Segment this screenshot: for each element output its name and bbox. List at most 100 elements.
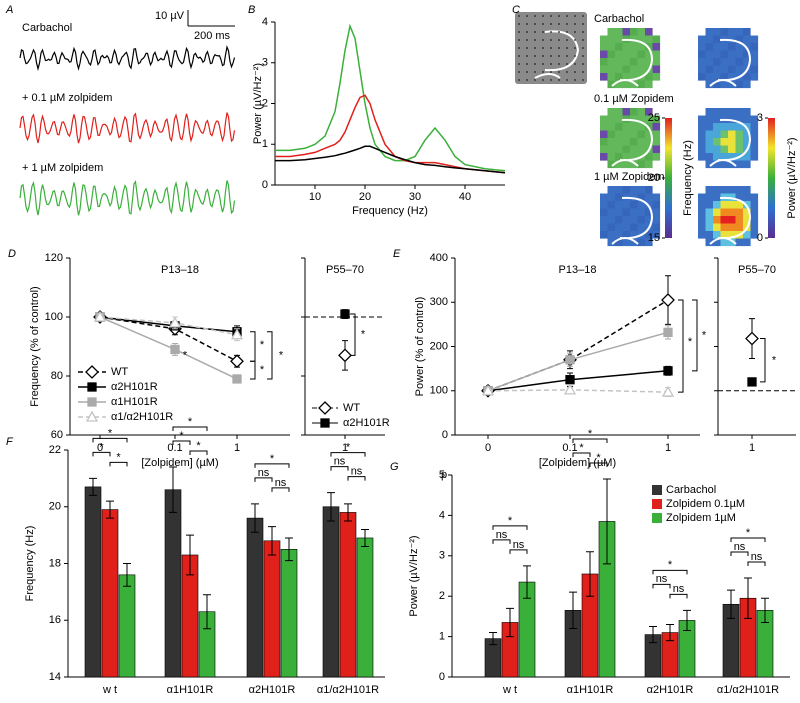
map-cell: [735, 201, 744, 209]
significance: *: [196, 440, 201, 452]
marker: [93, 310, 107, 322]
map-cell: [637, 216, 646, 224]
bracket: [330, 466, 349, 471]
y-tick-label: 2: [262, 97, 268, 109]
map-cell: [713, 115, 721, 124]
map-cell: [622, 50, 631, 59]
map-cell: [630, 153, 638, 161]
y-axis-label: Power (µV/Hz⁻²): [252, 63, 264, 144]
bracket: [271, 487, 290, 492]
significance: ns: [351, 465, 363, 477]
x-tick-label: w t: [502, 684, 517, 696]
x-tick-label: 1: [234, 442, 240, 454]
map-cell: [705, 186, 714, 194]
electrode: [534, 79, 536, 81]
marker: [340, 309, 350, 319]
map-cell: [645, 35, 653, 44]
x-tick-label: α1H101R: [167, 684, 214, 696]
map-cell: [728, 153, 736, 161]
map-cell: [630, 160, 638, 169]
map-cell: [622, 145, 631, 154]
significance: ns: [751, 551, 763, 563]
map-cell: [698, 231, 706, 239]
map-cell: [652, 115, 661, 124]
map-outline: [611, 38, 654, 87]
map-cell: [607, 160, 616, 169]
electrode: [558, 79, 560, 81]
electrode: [566, 71, 568, 73]
legend-swatch: [652, 499, 662, 509]
map-cell: [607, 115, 616, 124]
electrode: [566, 63, 568, 65]
map-cell: [705, 223, 714, 232]
bracket: [254, 463, 290, 468]
electrode: [582, 55, 584, 57]
map-cell: [600, 231, 608, 239]
y-tick-label: 80: [51, 370, 63, 382]
bracket: [589, 462, 608, 468]
map-cell: [615, 145, 623, 154]
map-cell: [743, 35, 751, 44]
map-cell: [720, 238, 729, 247]
trace: [19, 44, 236, 72]
bracket: [330, 452, 366, 457]
map-cell: [607, 65, 616, 74]
map-cell: [652, 43, 661, 51]
map-cell: [652, 73, 661, 81]
map-cell: [720, 108, 729, 116]
y-tick-label: 1: [439, 631, 445, 643]
significance: *: [668, 559, 673, 571]
map-cell: [607, 201, 616, 209]
map-cell: [713, 153, 721, 161]
map-cell: [743, 208, 751, 217]
series-line: [99, 316, 238, 362]
map-cell: [645, 130, 653, 139]
electrode: [566, 15, 568, 17]
electrode: [582, 79, 584, 81]
bracket: [172, 426, 208, 432]
electrode: [526, 55, 528, 57]
x-tick-label: 0.1: [562, 442, 577, 454]
map-cell: [630, 145, 638, 154]
significance: ns: [334, 455, 346, 467]
map-cell: [607, 216, 616, 224]
map-cell: [630, 108, 638, 116]
map-cell: [600, 223, 608, 232]
map-cell: [622, 80, 631, 89]
marker: [338, 348, 352, 363]
map-cell: [615, 73, 623, 81]
electrode: [582, 31, 584, 33]
map-cell: [622, 201, 631, 209]
legend-label: WT: [343, 402, 360, 414]
axis: [69, 258, 290, 436]
map-cell: [645, 231, 653, 239]
map-cell: [615, 28, 623, 36]
electrode: [518, 55, 520, 57]
map-cell: [705, 108, 714, 116]
bracket: [109, 461, 128, 467]
map-cell: [637, 208, 646, 217]
map-cell: [622, 208, 631, 217]
map-cell: [622, 153, 631, 161]
electrode: [582, 15, 584, 17]
electrode: [550, 31, 552, 33]
map-cell: [713, 186, 721, 194]
map-cell: [637, 28, 646, 36]
map-cell: [645, 58, 653, 66]
map-cell: [713, 65, 721, 74]
map-cell: [600, 201, 608, 209]
map-cell: [652, 50, 661, 59]
bar: [101, 509, 119, 678]
electrode: [518, 39, 520, 41]
marker: [85, 365, 99, 379]
map-cell: [652, 201, 661, 209]
electrode: [574, 47, 576, 49]
map-outline: [709, 38, 752, 87]
error-bar: [327, 492, 335, 522]
scale-label: 200 ms: [194, 30, 231, 42]
colorbar: [665, 118, 672, 238]
electrode: [558, 15, 560, 17]
map-cell: [600, 123, 608, 131]
bracket: [250, 360, 256, 380]
